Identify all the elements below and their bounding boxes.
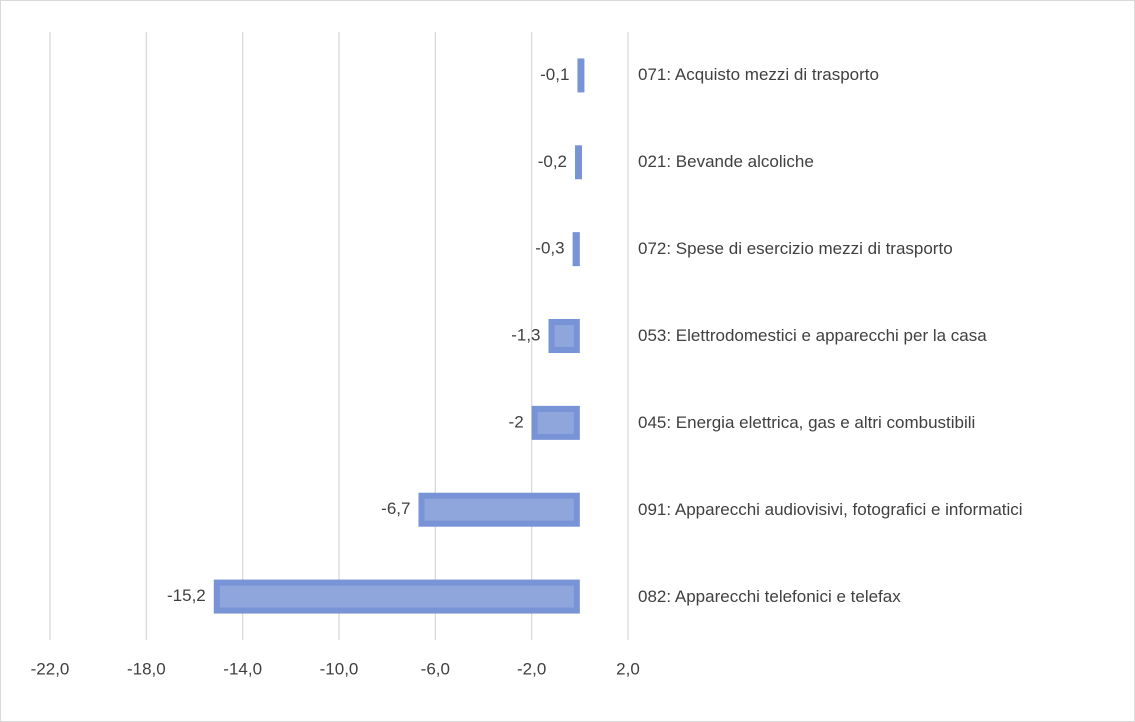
bar <box>531 405 580 440</box>
data-label: -0,3 <box>535 239 564 258</box>
category-label: 021: Bevande alcoliche <box>638 152 814 172</box>
x-tick-label: -22,0 <box>31 659 70 678</box>
category-label: 082: Apparecchi telefonici e telefax <box>638 586 901 606</box>
bar <box>213 579 580 614</box>
x-tick-label: -6,0 <box>421 659 450 678</box>
bar <box>577 58 585 93</box>
category-label: 045: Energia elettrica, gas e altri comb… <box>638 412 976 432</box>
x-tick-label: -18,0 <box>127 659 166 678</box>
bar <box>418 492 580 527</box>
x-tick-label: 2,0 <box>616 659 640 678</box>
bar <box>575 145 583 180</box>
data-label: -1,3 <box>511 325 540 344</box>
x-tick-label: -10,0 <box>320 659 359 678</box>
x-tick-label: -2,0 <box>517 659 546 678</box>
category-label: 091: Apparecchi audiovisivi, fotografici… <box>638 499 1023 519</box>
x-tick-label: -14,0 <box>223 659 262 678</box>
data-label: -0,1 <box>540 65 569 84</box>
category-label: 071: Acquisto mezzi di trasporto <box>638 65 879 85</box>
data-label: -0,2 <box>538 152 567 171</box>
bar <box>572 232 580 267</box>
bar <box>548 319 580 353</box>
data-label: -15,2 <box>167 586 206 605</box>
category-label: 053: Elettrodomestici e apparecchi per l… <box>638 326 987 345</box>
data-label: -2 <box>509 412 524 431</box>
category-label: 072: Spese di esercizio mezzi di traspor… <box>638 239 953 259</box>
data-label: -6,7 <box>381 499 410 518</box>
